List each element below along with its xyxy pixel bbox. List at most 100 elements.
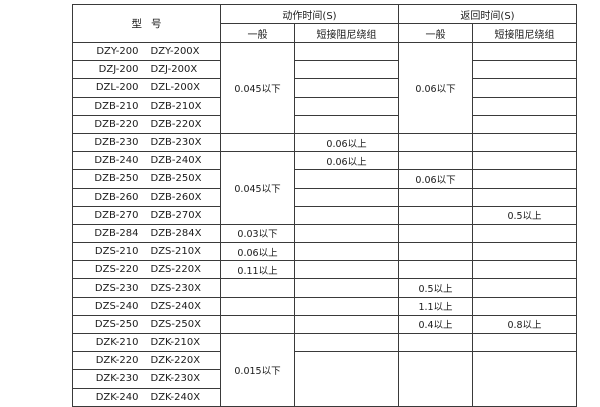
- table-row: DZS-240 DZS-240X 1.1以上: [72, 296, 577, 316]
- header-model-char-b: 号: [151, 18, 162, 30]
- return-damping-cell: [472, 151, 577, 171]
- header-group-action-time: 动作时间(S): [220, 4, 399, 24]
- table-row: DZB-284 DZB-284X 0.03以下: [72, 223, 577, 244]
- table-row: DZS-250 DZS-250X 0.4以上 0.8以上: [72, 314, 577, 335]
- return-damping-cell: [472, 260, 577, 280]
- model-right: DZS-240X: [150, 300, 201, 312]
- model-cell: DZB-240 DZB-240X: [72, 151, 221, 171]
- return-normal-cell: [398, 223, 473, 244]
- model-left: DZB-250: [94, 173, 139, 185]
- table-row: DZS-230 DZS-230X 0.5以上: [72, 278, 577, 298]
- model-left: DZS-230: [94, 282, 139, 294]
- table-row: DZK-210 DZK-210X 0.015以下: [72, 332, 577, 407]
- return-damping-cell: [472, 187, 577, 207]
- model-left: DZB-270: [94, 209, 139, 221]
- model-right: DZB-220X: [150, 118, 202, 130]
- model-right: DZL-200X: [150, 82, 201, 94]
- action-damping-cell: [294, 278, 399, 298]
- return-damping-cell: [472, 169, 577, 189]
- action-normal-cell: [220, 296, 295, 316]
- action-damping-cell: [294, 260, 399, 280]
- header-model: 型号: [72, 4, 221, 43]
- table-row: DZB-250 DZB-250X 0.06以下: [72, 169, 577, 189]
- action-normal-cell: [220, 132, 295, 153]
- header-row-groups: 型号 动作时间(S) 返回时间(S): [72, 4, 577, 43]
- action-normal-merged-1: 0.045以下: [220, 42, 295, 134]
- table-row: DZS-220 DZS-220X 0.11以上: [72, 260, 577, 280]
- model-left: DZB-260: [94, 191, 139, 203]
- model-right: DZB-270X: [150, 209, 202, 221]
- return-normal-merged-1: 0.06以下: [398, 42, 473, 134]
- return-normal-cell: 1.1以上: [398, 296, 473, 316]
- return-damping-cell: [472, 132, 577, 153]
- header-sub-action-damping: 短接阻尼绕组: [294, 23, 399, 43]
- relay-timing-spec-table: 型号 动作时间(S) 返回时间(S) 一般 短接阻尼绕组 一般 短接阻尼绕组 D…: [72, 4, 577, 407]
- action-damping-cell: [294, 205, 399, 225]
- model-cell: DZB-210 DZB-210X: [72, 96, 221, 116]
- model-cell: DZY-200 DZY-200X: [72, 41, 221, 62]
- model-right: DZK-210X: [150, 337, 201, 349]
- model-right: DZB-284X: [150, 227, 202, 239]
- return-damping-cell: [472, 351, 577, 407]
- return-normal-cell: 0.06以下: [398, 169, 473, 189]
- model-right: DZS-230X: [150, 282, 201, 294]
- action-normal-cell: 0.06以上: [220, 242, 295, 262]
- model-left: DZS-210: [94, 246, 139, 258]
- model-left: DZJ-200: [98, 64, 139, 76]
- model-left: DZK-230: [95, 373, 139, 385]
- action-damping-cell: [294, 41, 399, 62]
- return-damping-cell: [472, 223, 577, 244]
- table-row: DZY-200 DZY-200X 0.045以下 0.06以下: [72, 41, 577, 134]
- model-left: DZB-230: [94, 137, 139, 149]
- return-damping-cell: [472, 332, 577, 353]
- action-normal-cell: [220, 314, 295, 335]
- model-right: DZB-210X: [150, 100, 202, 112]
- return-damping-cell: [472, 60, 577, 80]
- return-normal-cell: [398, 332, 473, 353]
- model-left: DZB-220: [94, 118, 139, 130]
- table-row: DZJ-200 DZJ-200X: [72, 60, 577, 80]
- action-damping-cell: [294, 187, 399, 207]
- action-damping-cell: [294, 60, 399, 80]
- header-row-subcolumns: 一般 短接阻尼绕组 一般 短接阻尼绕组: [73, 23, 577, 43]
- model-cell: DZK-230 DZK-230X: [72, 369, 221, 389]
- return-normal-cell: [398, 351, 473, 407]
- return-normal-cell: 0.4以上: [398, 314, 473, 335]
- table-header: 型号 动作时间(S) 返回时间(S) 一般 短接阻尼绕组 一般 短接阻尼绕组: [72, 4, 577, 43]
- action-damping-cell: [294, 296, 399, 316]
- model-right: DZB-260X: [150, 191, 202, 203]
- header-group-return-time: 返回时间(S): [398, 4, 577, 24]
- model-cell: DZB-250 DZB-250X: [72, 169, 221, 189]
- action-damping-cell: [294, 114, 399, 134]
- return-damping-cell: [472, 296, 577, 316]
- model-left: DZS-250: [94, 318, 139, 330]
- model-left: DZL-200: [95, 82, 139, 94]
- action-normal-cell: 0.03以下: [220, 223, 295, 244]
- model-left: DZS-220: [94, 264, 139, 276]
- model-left: DZB-284: [94, 227, 139, 239]
- table-row: DZB-260 DZB-260X: [72, 187, 577, 207]
- action-damping-cell: [294, 242, 399, 262]
- action-damping-cell: 0.06以上: [294, 151, 399, 171]
- model-right: DZS-250X: [150, 318, 201, 330]
- model-right: DZK-220X: [150, 355, 201, 367]
- action-normal-cell: [220, 278, 295, 298]
- model-cell: DZL-200 DZL-200X: [72, 78, 221, 98]
- model-left: DZK-240: [95, 391, 139, 403]
- model-left: DZS-240: [94, 300, 139, 312]
- model-cell: DZS-250 DZS-250X: [72, 314, 221, 335]
- return-damping-cell: [472, 278, 577, 298]
- model-cell: DZS-240 DZS-240X: [72, 296, 221, 316]
- model-cell: DZK-240 DZK-240X: [72, 387, 221, 407]
- model-left: DZB-210: [94, 100, 139, 112]
- table-row: DZB-210 DZB-210X: [72, 96, 577, 116]
- model-right: DZS-210X: [150, 246, 201, 258]
- return-normal-cell: [398, 205, 473, 225]
- table-row: DZL-200 DZL-200X: [72, 78, 577, 98]
- header-sub-return-damping: 短接阻尼绕组: [472, 23, 577, 43]
- model-right: DZB-250X: [150, 173, 202, 185]
- action-damping-cell: [294, 223, 399, 244]
- return-normal-cell: [398, 132, 473, 153]
- model-right: DZB-230X: [150, 137, 202, 149]
- model-cell: DZB-260 DZB-260X: [72, 187, 221, 207]
